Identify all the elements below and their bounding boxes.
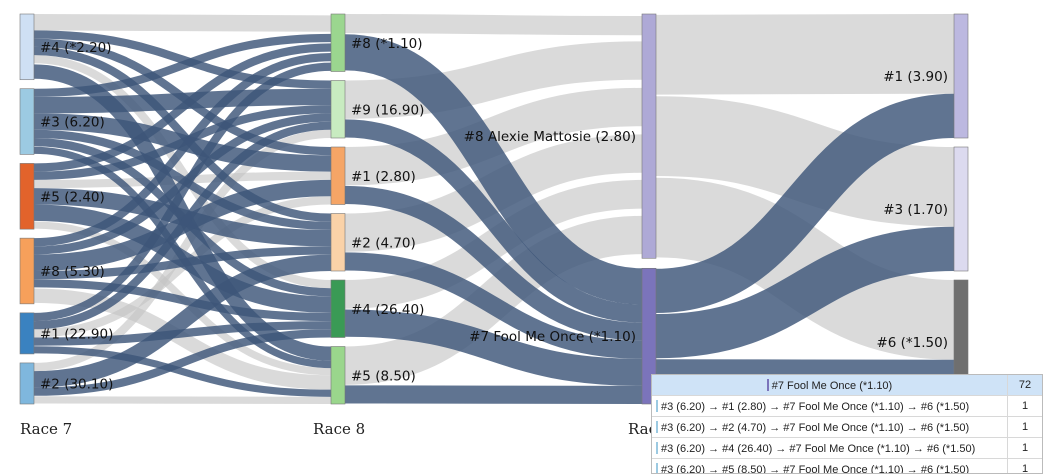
sankey-node[interactable] [954, 14, 968, 138]
flow-link[interactable] [34, 400, 331, 401]
path-row[interactable]: #3 (6.20) → #4 (26.40) → #7 Fool Me Once… [652, 438, 1042, 459]
flow-link[interactable] [345, 394, 642, 395]
color-bar [656, 442, 658, 454]
path-count: 1 [1008, 438, 1043, 459]
node-label: #1 (3.90) [883, 69, 948, 85]
node-label: #4 (*2.20) [40, 40, 112, 56]
path-text: #3 (6.20) → #4 (26.40) → #7 Fool Me Once… [661, 443, 975, 455]
flow-link[interactable] [656, 54, 954, 55]
path-table: #7 Fool Me Once (*1.10) 72 #3 (6.20) → #… [652, 375, 1042, 474]
node-label: #2 (30.10) [40, 376, 113, 392]
color-bar [767, 379, 769, 391]
node-label: #8 Alexie Mattosie (2.80) [464, 129, 636, 145]
path-text: #3 (6.20) → #2 (4.70) → #7 Fool Me Once … [661, 422, 969, 434]
sankey-node[interactable] [331, 347, 345, 405]
node-label: #9 (16.90) [351, 102, 424, 118]
sankey-node[interactable] [20, 363, 34, 404]
flow-link[interactable] [345, 24, 642, 26]
sankey-node[interactable] [331, 147, 345, 205]
stage-label: Race 8 [313, 420, 365, 438]
color-bar [656, 400, 658, 412]
color-bar [656, 463, 658, 474]
node-label: #5 (8.50) [351, 368, 416, 384]
sankey-node[interactable] [20, 14, 34, 80]
color-bar [656, 421, 658, 433]
node-label: #1 (2.80) [351, 169, 416, 185]
node-label: #2 (4.70) [351, 235, 416, 251]
node-label: #7 Fool Me Once (*1.10) [469, 329, 636, 345]
sankey-node[interactable] [331, 14, 345, 72]
path-count: 1 [1008, 396, 1043, 417]
tooltip-header-count: 72 [1008, 375, 1043, 396]
node-label: #8 (5.30) [40, 264, 105, 280]
sankey-node[interactable] [331, 280, 345, 338]
sankey-node[interactable] [20, 313, 34, 354]
stage-label: Race 7 [20, 420, 72, 438]
sankey-node[interactable] [331, 214, 345, 272]
node-label: #1 (22.90) [40, 326, 113, 342]
node-label: #3 (1.70) [883, 202, 948, 218]
tooltip-header-path: #7 Fool Me Once (*1.10) [772, 380, 892, 392]
sankey-node[interactable] [20, 163, 34, 229]
path-row[interactable]: #3 (6.20) → #2 (4.70) → #7 Fool Me Once … [652, 417, 1042, 438]
sankey-node[interactable] [20, 238, 34, 304]
sankey-node[interactable] [954, 147, 968, 271]
node-label: #4 (26.40) [351, 302, 424, 318]
sankey-node[interactable] [642, 14, 656, 258]
node-label: #8 (*1.10) [351, 36, 423, 52]
node-label: #5 (2.40) [40, 189, 105, 205]
flow-link[interactable] [34, 22, 331, 23]
path-text: #3 (6.20) → #1 (2.80) → #7 Fool Me Once … [661, 401, 969, 413]
node-label: #6 (*1.50) [876, 335, 948, 351]
sankey-node[interactable] [331, 81, 345, 139]
path-row[interactable]: #3 (6.20) → #1 (2.80) → #7 Fool Me Once … [652, 396, 1042, 417]
node-label: #3 (6.20) [40, 115, 105, 131]
path-tooltip: #7 Fool Me Once (*1.10) 72 #3 (6.20) → #… [651, 374, 1043, 474]
tooltip-header-row[interactable]: #7 Fool Me Once (*1.10) 72 [652, 375, 1042, 396]
sankey-node[interactable] [20, 89, 34, 155]
path-text: #3 (6.20) → #5 (8.50) → #7 Fool Me Once … [661, 464, 969, 474]
path-count: 1 [1008, 417, 1043, 438]
